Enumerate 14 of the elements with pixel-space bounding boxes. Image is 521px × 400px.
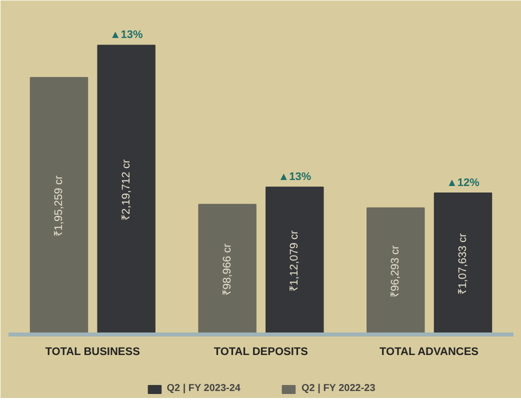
data-label: ₹96,293 cr bbox=[390, 245, 402, 298]
x-tick-label: TOTAL BUSINESS bbox=[45, 346, 140, 358]
annotation: ▲13% bbox=[278, 171, 312, 184]
data-label: ₹1,95,259 cr bbox=[53, 175, 65, 237]
legend-label: Q2 | FY 2023-24 bbox=[166, 383, 240, 394]
x-tick-label: TOTAL DEPOSITS bbox=[214, 346, 308, 358]
text: ▲13% bbox=[110, 29, 144, 42]
data-label: ₹2,19,712 cr bbox=[120, 159, 132, 221]
data-label: ₹1,07,633 cr bbox=[457, 233, 469, 294]
legend-label: Q2 | FY 2022-23 bbox=[302, 383, 376, 394]
x-tick-label: TOTAL ADVANCES bbox=[380, 346, 479, 358]
data-label: ₹98,966 cr bbox=[221, 243, 234, 296]
annotation: ▲12% bbox=[446, 176, 480, 189]
data-label: ₹1,12,079 cr bbox=[288, 230, 301, 292]
